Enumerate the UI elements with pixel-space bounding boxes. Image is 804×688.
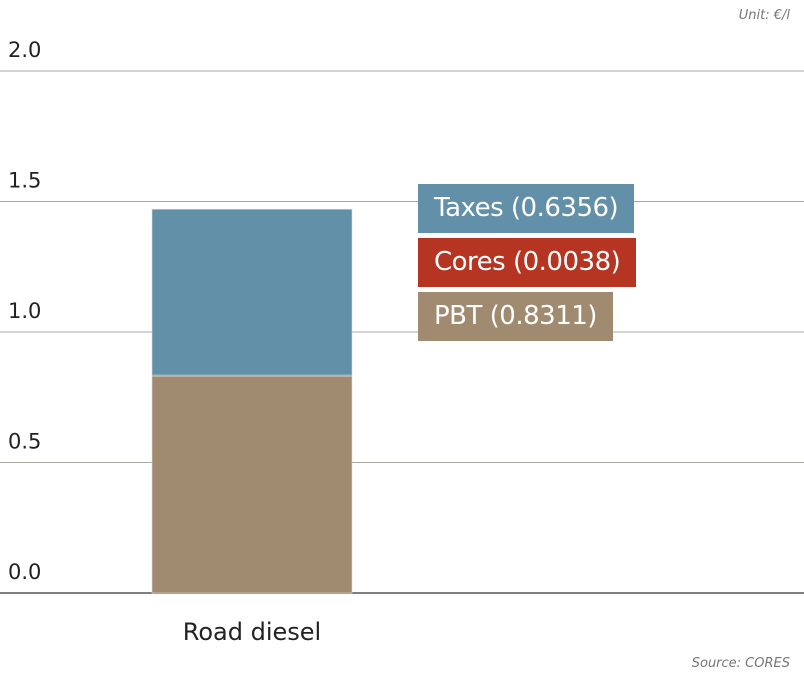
bar-segment-pbt	[151, 375, 353, 594]
legend-cores: Cores (0.0038)	[418, 238, 637, 287]
unit-label: Unit: €/l	[738, 8, 790, 23]
y-tick-label: 0.0	[8, 560, 41, 584]
y-tick-label: 1.0	[8, 299, 41, 323]
y-tick-label: 2.0	[8, 38, 41, 62]
source-label: Source: CORES	[691, 656, 790, 671]
legend-pbt: PBT (0.8311)	[418, 292, 613, 341]
y-tick-label: 0.5	[8, 430, 41, 454]
legend-taxes: Taxes (0.6356)	[418, 184, 635, 233]
bar-segment-taxes	[151, 208, 353, 376]
x-category-label: Road diesel	[183, 618, 321, 646]
y-tick-label: 1.5	[8, 169, 41, 193]
legend: Taxes (0.6356) Cores (0.0038) PBT (0.831…	[418, 184, 637, 346]
